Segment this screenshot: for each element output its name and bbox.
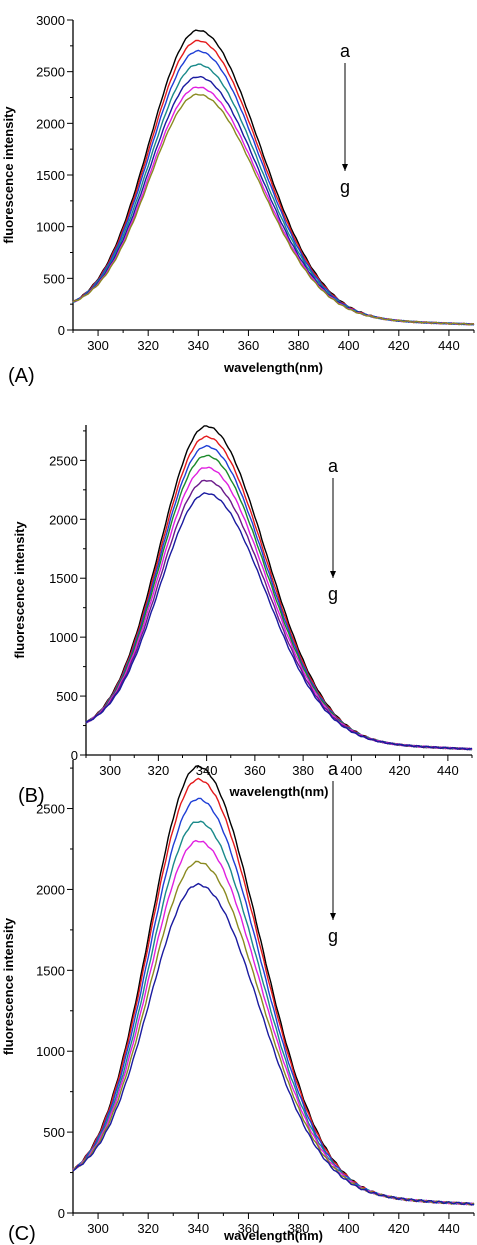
- annotation-start-label: a: [340, 41, 351, 61]
- y-axis-label: fluorescence intensity: [12, 521, 27, 659]
- x-tick-label: 300: [87, 1221, 109, 1236]
- x-tick-label: 320: [137, 338, 159, 353]
- y-tick-label: 2500: [49, 453, 78, 468]
- series-line-1: [85, 425, 473, 751]
- panel-label: (C): [8, 1223, 36, 1245]
- x-tick-label: 400: [338, 338, 360, 353]
- y-tick-label: 2500: [36, 802, 65, 817]
- x-tick-label: 360: [238, 338, 260, 353]
- y-tick-label: 1000: [49, 630, 78, 645]
- x-tick-label: 420: [388, 338, 410, 353]
- y-tick-label: 2000: [36, 116, 65, 131]
- panel-label: (B): [18, 785, 45, 807]
- chart-panel-2: 300 320 340 360 380 400 420 4400500100015002000…: [12, 425, 473, 807]
- x-tick-label: 420: [388, 1221, 410, 1236]
- y-tick-label: 0: [71, 748, 78, 763]
- y-tick-label: 1000: [36, 1044, 65, 1059]
- x-tick-label: 440: [437, 763, 459, 778]
- y-tick-label: 500: [43, 271, 65, 286]
- y-tick-label: 500: [56, 689, 78, 704]
- series-line-7: [85, 492, 473, 751]
- x-axis-label: wavelength(nm): [229, 784, 329, 799]
- y-tick-label: 2000: [49, 512, 78, 527]
- series-line-5: [72, 839, 475, 1206]
- x-axis-label: wavelength(nm): [223, 360, 323, 375]
- annotation-end-label: g: [340, 177, 350, 197]
- y-tick-label: 500: [43, 1125, 65, 1140]
- x-tick-label: 440: [438, 1221, 460, 1236]
- y-tick-label: 2500: [36, 65, 65, 80]
- x-tick-label: 360: [238, 1221, 260, 1236]
- series-line-1: [72, 765, 475, 1206]
- x-tick-label: 300: [99, 763, 121, 778]
- y-tick-label: 1500: [36, 963, 65, 978]
- x-tick-label: 340: [187, 1221, 209, 1236]
- series-line-7: [72, 93, 475, 326]
- series-line-7: [72, 882, 475, 1206]
- y-tick-label: 0: [58, 1206, 65, 1221]
- x-tick-label: 320: [137, 1221, 159, 1236]
- annotation-arrow-head: [330, 571, 336, 578]
- annotation-end-label: g: [328, 926, 338, 946]
- annotation-end-label: g: [328, 584, 338, 604]
- y-tick-label: 1500: [49, 571, 78, 586]
- x-tick-label: 400: [341, 763, 363, 778]
- x-tick-label: 380: [292, 763, 314, 778]
- chart-panel-3: 300 320 340 360 380 400 420 440 0 500 1000 1500 2000…: [1, 759, 475, 1245]
- x-tick-label: 440: [438, 338, 460, 353]
- panel-label: (A): [8, 365, 35, 387]
- annotation-arrow-head: [342, 164, 348, 171]
- x-tick-label: 300: [87, 338, 109, 353]
- y-axis-label: fluorescence intensity: [1, 917, 16, 1055]
- x-tick-label: 320: [148, 763, 170, 778]
- series-line-6: [72, 860, 475, 1206]
- y-tick-label: 0: [58, 323, 65, 338]
- x-axis-label: wavelength(nm): [223, 1228, 323, 1243]
- x-tick-label: 420: [389, 763, 411, 778]
- annotation-start-label: a: [328, 759, 339, 779]
- annotation-arrow-head: [330, 913, 336, 920]
- annotation-start-label: a: [328, 456, 339, 476]
- x-tick-label: 380: [288, 1221, 310, 1236]
- x-tick-label: 360: [244, 763, 266, 778]
- y-tick-label: 1500: [36, 168, 65, 183]
- x-tick-label: 340: [187, 338, 209, 353]
- series-line-1: [72, 29, 474, 326]
- x-tick-label: 400: [338, 1221, 360, 1236]
- y-tick-label: 1000: [36, 220, 65, 235]
- y-axis-label: fluorescence intensity: [1, 106, 16, 244]
- y-tick-label: 3000: [36, 13, 65, 28]
- chart-panel-1: 300 320 340 360 380 400 420 440 0 500 1000 1500 2000…: [1, 13, 475, 387]
- x-tick-label: 380: [288, 338, 310, 353]
- y-tick-label: 2000: [36, 882, 65, 897]
